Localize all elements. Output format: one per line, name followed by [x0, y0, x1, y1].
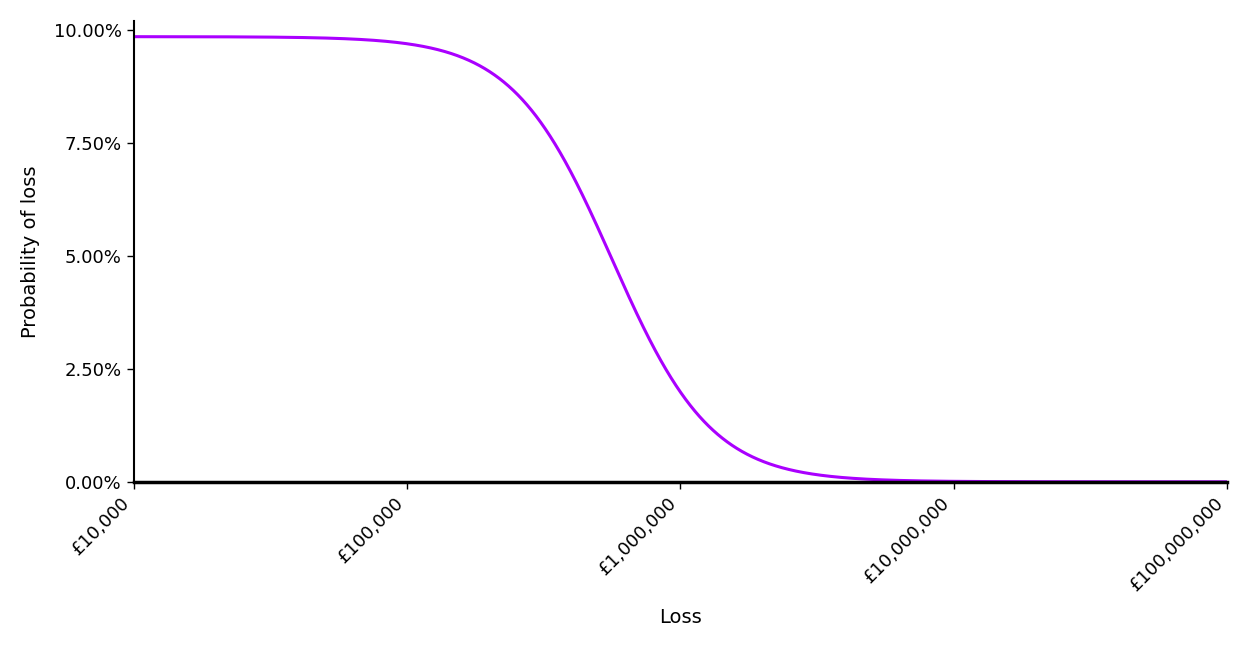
Y-axis label: Probability of loss: Probability of loss	[21, 165, 40, 338]
X-axis label: Loss: Loss	[659, 608, 701, 627]
